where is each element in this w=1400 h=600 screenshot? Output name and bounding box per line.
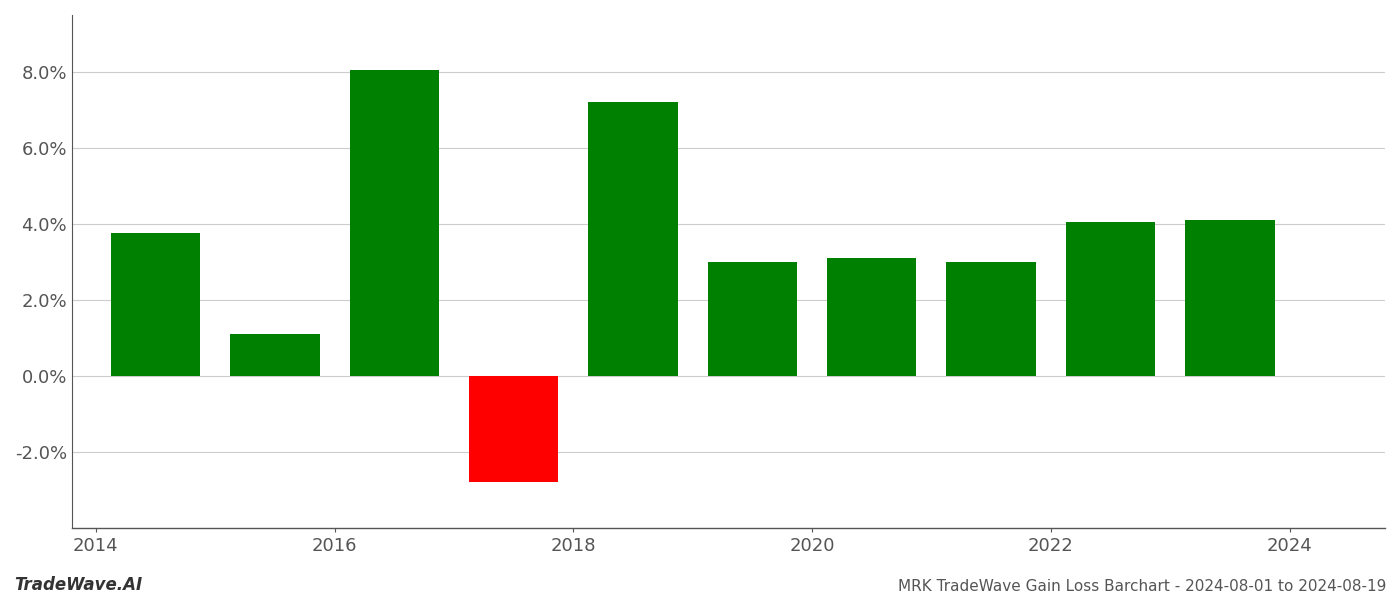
Bar [111,233,200,376]
Bar [707,262,797,376]
Bar [350,70,440,376]
Bar [469,376,559,482]
Bar [230,334,319,376]
Text: MRK TradeWave Gain Loss Barchart - 2024-08-01 to 2024-08-19: MRK TradeWave Gain Loss Barchart - 2024-… [897,579,1386,594]
Bar [588,103,678,376]
Bar [946,262,1036,376]
Text: TradeWave.AI: TradeWave.AI [14,576,143,594]
Bar [1184,220,1274,376]
Bar [827,258,917,376]
Bar [1065,222,1155,376]
